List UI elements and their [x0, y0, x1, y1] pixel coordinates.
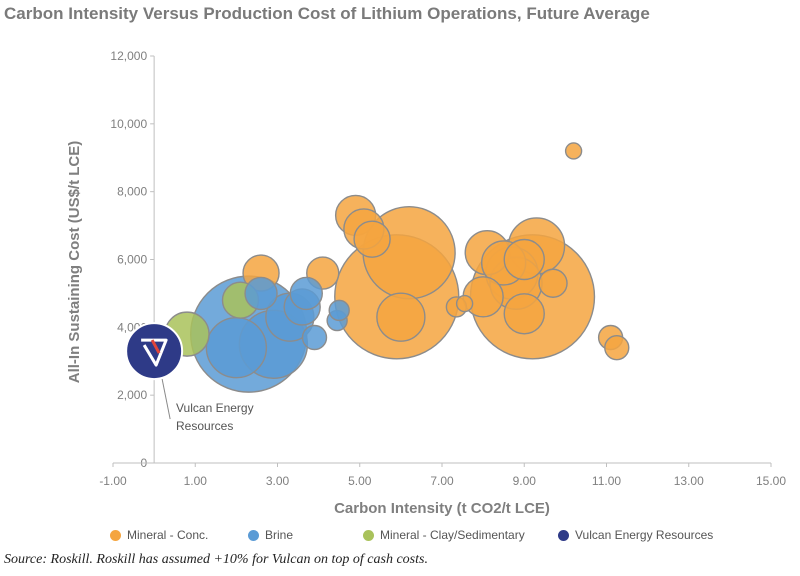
- x-tick-label: 9.00: [513, 474, 537, 488]
- legend-item-vulcan-energy-resources: Vulcan Energy Resources: [558, 528, 713, 542]
- bubble-mineral-conc: [376, 292, 426, 342]
- bubble-vulcan-energy-resources: [125, 322, 184, 381]
- legend-item-mineral-clay-sedimentary: Mineral - Clay/Sedimentary: [363, 528, 525, 542]
- bubble-brine: [328, 299, 350, 322]
- x-tick-label: 1.00: [184, 474, 208, 488]
- bubble-mineral-conc: [538, 268, 568, 298]
- bubble-mineral-conc: [503, 293, 545, 335]
- legend-item-brine: Brine: [248, 528, 293, 542]
- bubble-mineral-conc: [455, 294, 474, 313]
- y-tick-label: 8,000: [117, 185, 147, 199]
- x-tick-label: 5.00: [348, 474, 372, 488]
- annotation-leader-line: [161, 378, 171, 420]
- bubbles: [164, 142, 630, 393]
- x-tick-label: -1.00: [99, 474, 127, 488]
- bubble-brine: [289, 276, 323, 311]
- y-tick-label: 12,000: [110, 49, 147, 63]
- legend-label: Vulcan Energy Resources: [575, 528, 714, 542]
- legend-swatch: [248, 529, 259, 541]
- x-tick-label: 13.00: [674, 474, 704, 488]
- bubble-mineral-conc: [564, 142, 583, 160]
- vulcan-logo-icon: [125, 322, 184, 381]
- chart-title: Carbon Intensity Versus Production Cost …: [4, 4, 650, 23]
- legend-label: Mineral - Conc.: [127, 528, 209, 542]
- bubble-mineral-conc: [503, 238, 545, 281]
- source-note: Source: Roskill. Roskill has assumed +10…: [4, 552, 428, 567]
- bubble-mineral-conc: [353, 220, 391, 258]
- bubble-brine: [301, 324, 328, 351]
- bubble-brine: [205, 316, 268, 379]
- x-tick-label: 15.00: [756, 474, 786, 488]
- bubble-mineral-conc: [604, 334, 630, 361]
- x-axis-title: Carbon Intensity (t CO2/t LCE): [334, 500, 550, 517]
- x-axis-ticks: -1.00 1.00 3.00 5.00 7.00 9.00 11.00 13.00 15.00: [99, 463, 786, 488]
- y-axis-title: All-In Sustaining Cost (US$/t LCE): [66, 141, 83, 384]
- legend-item-mineral-conc: Mineral - Conc.: [110, 528, 208, 542]
- y-tick-label: 6,000: [117, 253, 147, 267]
- annotation-vulcan-line2: Resources: [176, 419, 233, 433]
- y-tick-label: 2,000: [117, 388, 147, 402]
- annotation-vulcan-line1: Vulcan Energy: [176, 401, 254, 415]
- x-tick-label: 7.00: [430, 474, 454, 488]
- legend-label: Mineral - Clay/Sedimentary: [380, 528, 525, 542]
- legend-swatch: [363, 529, 374, 541]
- legend-swatch: [110, 529, 121, 541]
- vulcan-red-stroke: [150, 339, 161, 354]
- x-tick-label: 3.00: [266, 474, 290, 488]
- chart-legend: Mineral - Conc. Brine Mineral - Clay/Sedim…: [0, 528, 800, 548]
- y-tick-label: 10,000: [110, 117, 147, 131]
- legend-label: Brine: [265, 528, 294, 542]
- bubble-brine: [244, 276, 278, 311]
- x-tick-label: 11.00: [592, 474, 621, 488]
- legend-swatch: [558, 529, 569, 541]
